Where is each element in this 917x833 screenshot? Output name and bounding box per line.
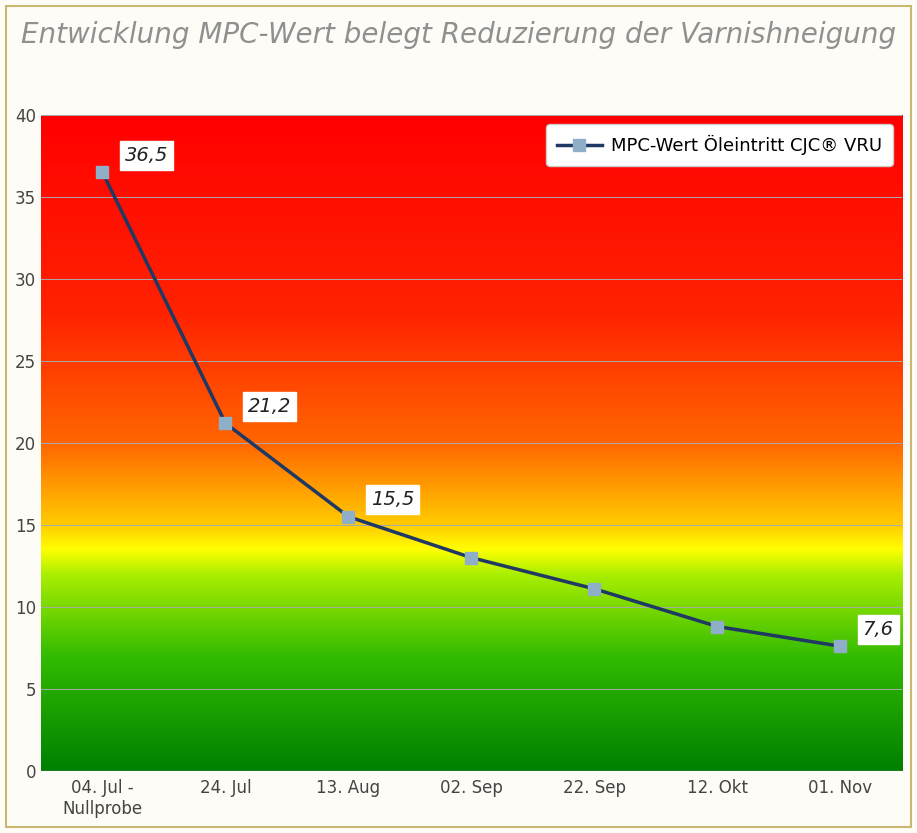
MPC-Wert Öleintritt CJC® VRU [589,584,600,594]
MPC-Wert Öleintritt CJC® VRU [220,418,231,428]
Text: Entwicklung MPC-Wert belegt Reduzierung der Varnishneigung: Entwicklung MPC-Wert belegt Reduzierung … [21,21,896,49]
Text: 15,5: 15,5 [370,491,414,509]
MPC-Wert Öleintritt CJC® VRU [343,511,354,521]
MPC-Wert Öleintritt CJC® VRU [97,167,108,177]
MPC-Wert Öleintritt CJC® VRU [466,553,477,563]
MPC-Wert Öleintritt CJC® VRU [712,621,723,631]
Text: 36,5: 36,5 [125,146,168,165]
Line: MPC-Wert Öleintritt CJC® VRU: MPC-Wert Öleintritt CJC® VRU [96,166,846,652]
MPC-Wert Öleintritt CJC® VRU [835,641,846,651]
Text: 21,2: 21,2 [248,397,291,416]
Legend: MPC-Wert Öleintritt CJC® VRU: MPC-Wert Öleintritt CJC® VRU [546,124,893,166]
Text: 7,6: 7,6 [863,620,894,639]
